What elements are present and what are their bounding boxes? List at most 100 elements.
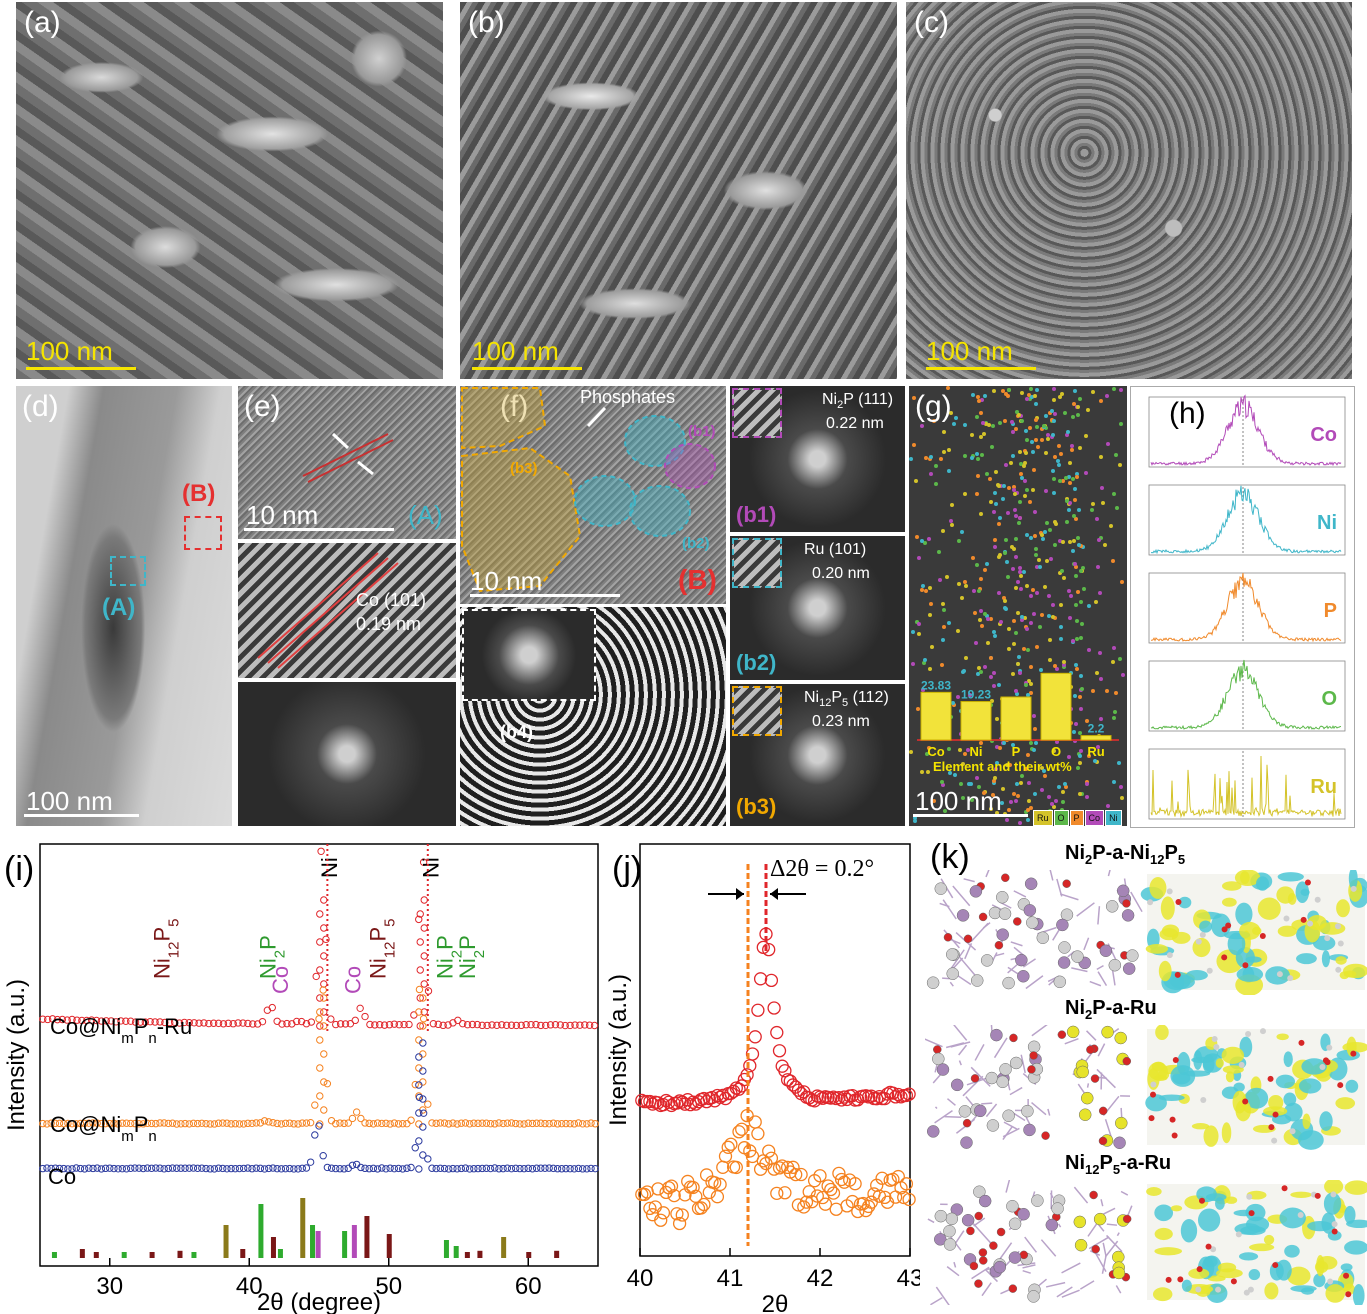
eds-dot: [1013, 507, 1018, 512]
eds-dot: [1005, 559, 1010, 564]
xrd-data-point: [558, 1165, 566, 1173]
eds-dot: [976, 665, 981, 670]
model-atom: [996, 1227, 1006, 1237]
model-bond: [939, 902, 950, 908]
model-charge-lobe: [1154, 1247, 1183, 1256]
eds-dot: [1119, 795, 1124, 800]
model-atom: [999, 1063, 1012, 1076]
eds-dot: [1028, 594, 1033, 599]
model-atom: [934, 1209, 948, 1223]
xrd-data-point: [102, 1017, 110, 1025]
eds-dot: [989, 444, 994, 449]
model-charge-lobe: [1339, 971, 1350, 980]
eds-dot: [984, 421, 989, 426]
eds-dot: [960, 596, 965, 601]
eds-dot: [993, 544, 998, 549]
eds-dot: [1081, 544, 1086, 549]
model-atom: [1093, 1212, 1107, 1226]
eds-dot: [1066, 430, 1071, 435]
profile-trace-ni: [1150, 485, 1342, 555]
model-atom: [1086, 1045, 1095, 1054]
eds-bar-category-label: Ni: [970, 744, 983, 759]
eds-dot: [995, 811, 1000, 816]
xrd-data-point: [591, 1164, 599, 1173]
model-atom: [1215, 1286, 1222, 1293]
eds-dot: [1015, 409, 1020, 414]
eds-dot: [909, 749, 914, 754]
model-bond: [1013, 890, 1027, 898]
model-bond: [1096, 1068, 1116, 1089]
eds-dot: [1067, 588, 1072, 593]
xrd-data-point: [168, 1119, 177, 1127]
model-atom: [1108, 958, 1122, 972]
zoom-data-point: [718, 1149, 733, 1163]
zoom-data-point: [826, 1186, 841, 1200]
eds-dot: [1031, 748, 1036, 753]
xrd-reference-stick: [191, 1252, 197, 1258]
xrd-data-point: [429, 1020, 438, 1028]
xrd-data-point: [39, 1164, 47, 1173]
eds-dot: [988, 616, 993, 621]
xrd-data-point: [322, 935, 330, 944]
xrd-peak-label: Ni12P5: [366, 919, 399, 980]
xrd-data-point: [390, 1020, 399, 1028]
xrd-data-point: [219, 1020, 228, 1028]
model-atom: [1242, 962, 1249, 969]
model-atom: [1281, 1185, 1288, 1192]
panel-a-sem-image: (a) 100 nm: [16, 2, 443, 379]
xrd-data-point: [498, 1021, 506, 1029]
eds-dot: [971, 589, 976, 594]
eds-dot: [1018, 461, 1023, 466]
model-charge-lobe: [1146, 1187, 1162, 1196]
model-atom: [998, 907, 1012, 920]
model-atom: [1331, 1228, 1338, 1235]
xrd-data-point: [269, 1118, 277, 1127]
model-atom: [978, 1248, 988, 1257]
xrd-data-point: [562, 1164, 570, 1173]
eds-dot: [1010, 429, 1015, 434]
model-bond: [973, 1217, 986, 1227]
xrd-data-point: [307, 1018, 316, 1026]
eds-dot: [1051, 491, 1056, 496]
eds-dot: [1042, 769, 1047, 773]
model-atom: [1099, 944, 1113, 958]
xrd-data-point: [164, 1164, 173, 1173]
eds-dot: [924, 456, 929, 461]
xrd-data-point: [556, 1021, 565, 1029]
eds-dot: [1073, 486, 1078, 491]
xrd-data-point: [561, 1021, 569, 1030]
panel-b3-fft: Ni12P5 (112) 0.23 nm (b3): [730, 684, 905, 826]
xrd-data-point: [373, 1119, 382, 1127]
xrd-data-point: [185, 1019, 193, 1027]
eds-dot: [942, 624, 947, 629]
model-atom: [1319, 1064, 1326, 1071]
model-charge-lobe: [1239, 921, 1261, 940]
eds-dot: [1011, 743, 1016, 748]
eds-dot: [990, 698, 995, 703]
eds-dot: [1025, 752, 1030, 757]
zoom-data-point: [651, 1182, 665, 1196]
eds-dot: [1014, 782, 1019, 787]
model-bond: [1073, 1186, 1089, 1204]
eds-dot: [979, 397, 984, 402]
xrd-data-point: [283, 1019, 291, 1028]
model-atom: [1330, 1191, 1337, 1198]
model-bond: [1002, 1126, 1013, 1141]
xrd-data-point: [227, 1164, 235, 1173]
xrd-data-point: [465, 1120, 474, 1128]
eds-dot: [1001, 741, 1006, 746]
xrd-data-point: [317, 847, 325, 855]
xrd-data-point: [110, 1164, 118, 1173]
model-charge-lobe: [1321, 1212, 1336, 1234]
eds-dot: [948, 410, 953, 415]
model-atom: [1327, 1278, 1334, 1285]
model-atom: [950, 1078, 964, 1092]
model-charge-lobe: [1158, 1094, 1185, 1101]
model-charge-lobe: [1300, 1287, 1315, 1295]
model-bond: [1105, 1234, 1123, 1253]
xrd-data-point: [290, 1165, 298, 1173]
xrd-data-point: [432, 1164, 440, 1173]
zoom-data-point: [832, 1090, 846, 1105]
xrd-data-point: [190, 1019, 198, 1027]
eds-dot: [978, 670, 983, 675]
